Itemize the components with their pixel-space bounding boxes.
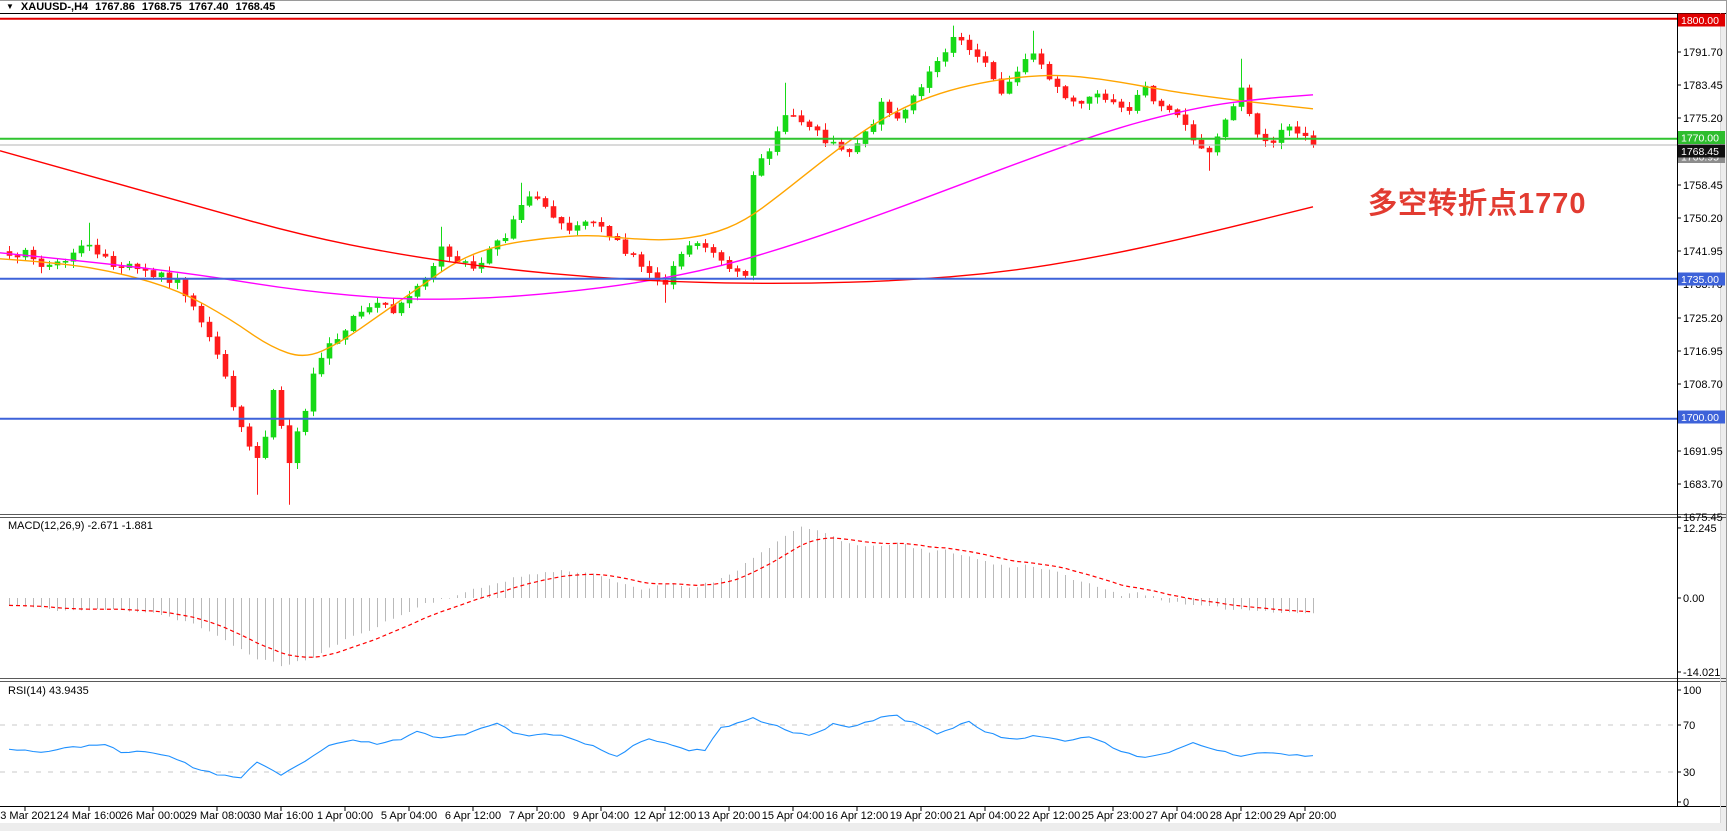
rsi-level-lines <box>0 724 1677 773</box>
price-tick-label: 1741.95 <box>1683 246 1723 258</box>
time-tick-label: 9 Apr 04:00 <box>573 810 629 822</box>
quote-close: 1768.45 <box>235 1 276 13</box>
quote-open: 1767.86 <box>95 1 135 13</box>
quote-high: 1768.75 <box>141 1 182 13</box>
time-tick-label: 19 Apr 20:00 <box>890 810 952 822</box>
time-axis[interactable]: 23 Mar 2021 24 Mar 16:00 26 Mar 00:00 29 Ma… <box>0 807 1336 822</box>
macd-signal-line <box>8 537 1314 658</box>
time-tick-label: 12 Apr 12:00 <box>634 810 696 822</box>
ma-medium-magenta-line <box>0 94 1314 300</box>
macd-axis-label: 0.00 <box>1683 593 1704 605</box>
time-tick-label: 23 Mar 2021 <box>0 810 56 822</box>
candles-layer <box>6 25 1317 505</box>
time-tick-label: 28 Apr 12:00 <box>1210 810 1272 822</box>
price-badge-1700.00 <box>1678 410 1725 424</box>
price-badge-label: 1700.00 <box>1681 412 1719 424</box>
price-tick-label: 1791.70 <box>1683 47 1723 59</box>
rsi-axis-label: 0 <box>1683 797 1689 809</box>
collapse-arrow-icon[interactable]: ▼ <box>6 2 14 11</box>
price-tick-label: 1783.45 <box>1683 80 1723 92</box>
rsi-line-layer <box>8 714 1314 779</box>
symbol-bar: ▼ XAUUSD-,H4 1767.86 1768.75 1767.40 176… <box>6 1 275 13</box>
price-tick-label: 1683.70 <box>1683 479 1723 491</box>
macd-histogram <box>8 526 1314 667</box>
ma-slow-red-line <box>0 150 1314 284</box>
price-tick-label: 1758.45 <box>1683 180 1723 192</box>
price-tick-label: 1750.20 <box>1683 213 1723 225</box>
rsi-axis-label: 100 <box>1683 685 1701 697</box>
time-tick-label: 1 Apr 00:00 <box>317 810 373 822</box>
symbol-title: XAUUSD-,H4 <box>20 1 89 13</box>
price-badge-label: 1800.00 <box>1681 15 1719 27</box>
price-badge-1768.45 <box>1678 144 1725 158</box>
macd-axis-label: -14.021 <box>1683 667 1720 679</box>
time-tick-label: 27 Apr 04:00 <box>1146 810 1208 822</box>
price-tick-label: 1725.20 <box>1683 313 1723 325</box>
macd-axis-label: 12.245 <box>1683 523 1717 535</box>
time-tick-label: 29 Mar 08:00 <box>185 810 250 822</box>
time-tick-label: 22 Apr 12:00 <box>1018 810 1080 822</box>
time-tick-label: 13 Apr 20:00 <box>698 810 760 822</box>
quote-low: 1767.40 <box>188 1 229 13</box>
time-tick-label: 30 Mar 16:00 <box>249 810 314 822</box>
price-axis[interactable]: 1791.70 1783.45 1775.20 1758.45 1750.20 1741.… <box>1677 13 1725 810</box>
time-tick-label: 29 Apr 20:00 <box>1274 810 1336 822</box>
ma-fast-orange-line <box>0 74 1314 357</box>
time-tick-label: 24 Mar 16:00 <box>57 810 122 822</box>
time-tick-label: 21 Apr 04:00 <box>954 810 1016 822</box>
rsi-indicator-label: RSI(14) 43.9435 <box>8 685 89 697</box>
price-badge-label: 1770.00 <box>1681 133 1719 145</box>
rsi-line <box>8 714 1314 779</box>
price-badge-label: 1735.00 <box>1681 274 1719 286</box>
macd-indicator-label: MACD(12,26,9) -2.671 -1.881 <box>8 520 153 532</box>
rsi-axis-label: 70 <box>1683 720 1695 732</box>
annotation-text: 多空转折点1770 <box>1368 188 1587 220</box>
time-tick-label: 7 Apr 20:00 <box>509 810 565 822</box>
time-tick-label: 25 Apr 23:00 <box>1082 810 1144 822</box>
price-badge-1800.00 <box>1678 13 1725 27</box>
time-tick-label: 5 Apr 04:00 <box>381 810 437 822</box>
price-badge-1735.00 <box>1678 272 1725 286</box>
price-tick-label: 1708.70 <box>1683 379 1723 391</box>
time-tick-label: 16 Apr 12:00 <box>826 810 888 822</box>
time-tick-label: 6 Apr 12:00 <box>445 810 501 822</box>
price-badge-1770.00 <box>1678 131 1725 144</box>
price-tick-label: 1716.95 <box>1683 346 1723 358</box>
price-tick-label: 1675.45 <box>1683 512 1723 524</box>
time-tick-label: 15 Apr 04:00 <box>762 810 824 822</box>
price-tick-label: 1691.95 <box>1683 446 1723 458</box>
time-tick-label: 26 Mar 00:00 <box>121 810 186 822</box>
rsi-axis-label: 30 <box>1683 767 1695 779</box>
price-badge-label: 1768.45 <box>1681 146 1719 158</box>
price-tick-label: 1775.20 <box>1683 113 1723 125</box>
